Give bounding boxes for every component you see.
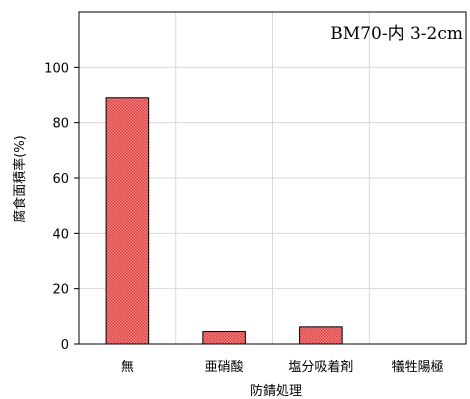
y-tick-label: 40 — [52, 227, 69, 242]
plot-frame — [74, 11, 467, 345]
bar-3 — [299, 326, 343, 345]
chart-annotation: BM70-内 3-2cm — [330, 24, 463, 44]
y-tick-label: 60 — [52, 172, 69, 187]
x-tick-labels: 無 亜硝酸 塩分吸着剤 犠牲陽極 — [121, 359, 444, 375]
bar-1 — [105, 97, 150, 345]
y-tick-label: 100 — [44, 61, 69, 76]
y-tick-labels: 0 20 40 60 80 100 — [44, 61, 69, 353]
x-axis-title: 防錆処理 — [250, 383, 302, 399]
y-tick-label: 20 — [52, 283, 69, 298]
y-tick-label: 0 — [61, 338, 69, 353]
x-tick-label: 塩分吸着剤 — [288, 359, 353, 375]
y-axis-title: 腐食面積率(%) — [12, 135, 28, 223]
x-tick-label: 犠牲陽極 — [392, 359, 444, 375]
bars — [105, 97, 343, 345]
bar-2 — [202, 331, 246, 345]
x-tick-label: 無 — [121, 360, 134, 375]
y-tick-label: 80 — [52, 117, 69, 132]
x-tick-label: 亜硝酸 — [205, 360, 244, 375]
